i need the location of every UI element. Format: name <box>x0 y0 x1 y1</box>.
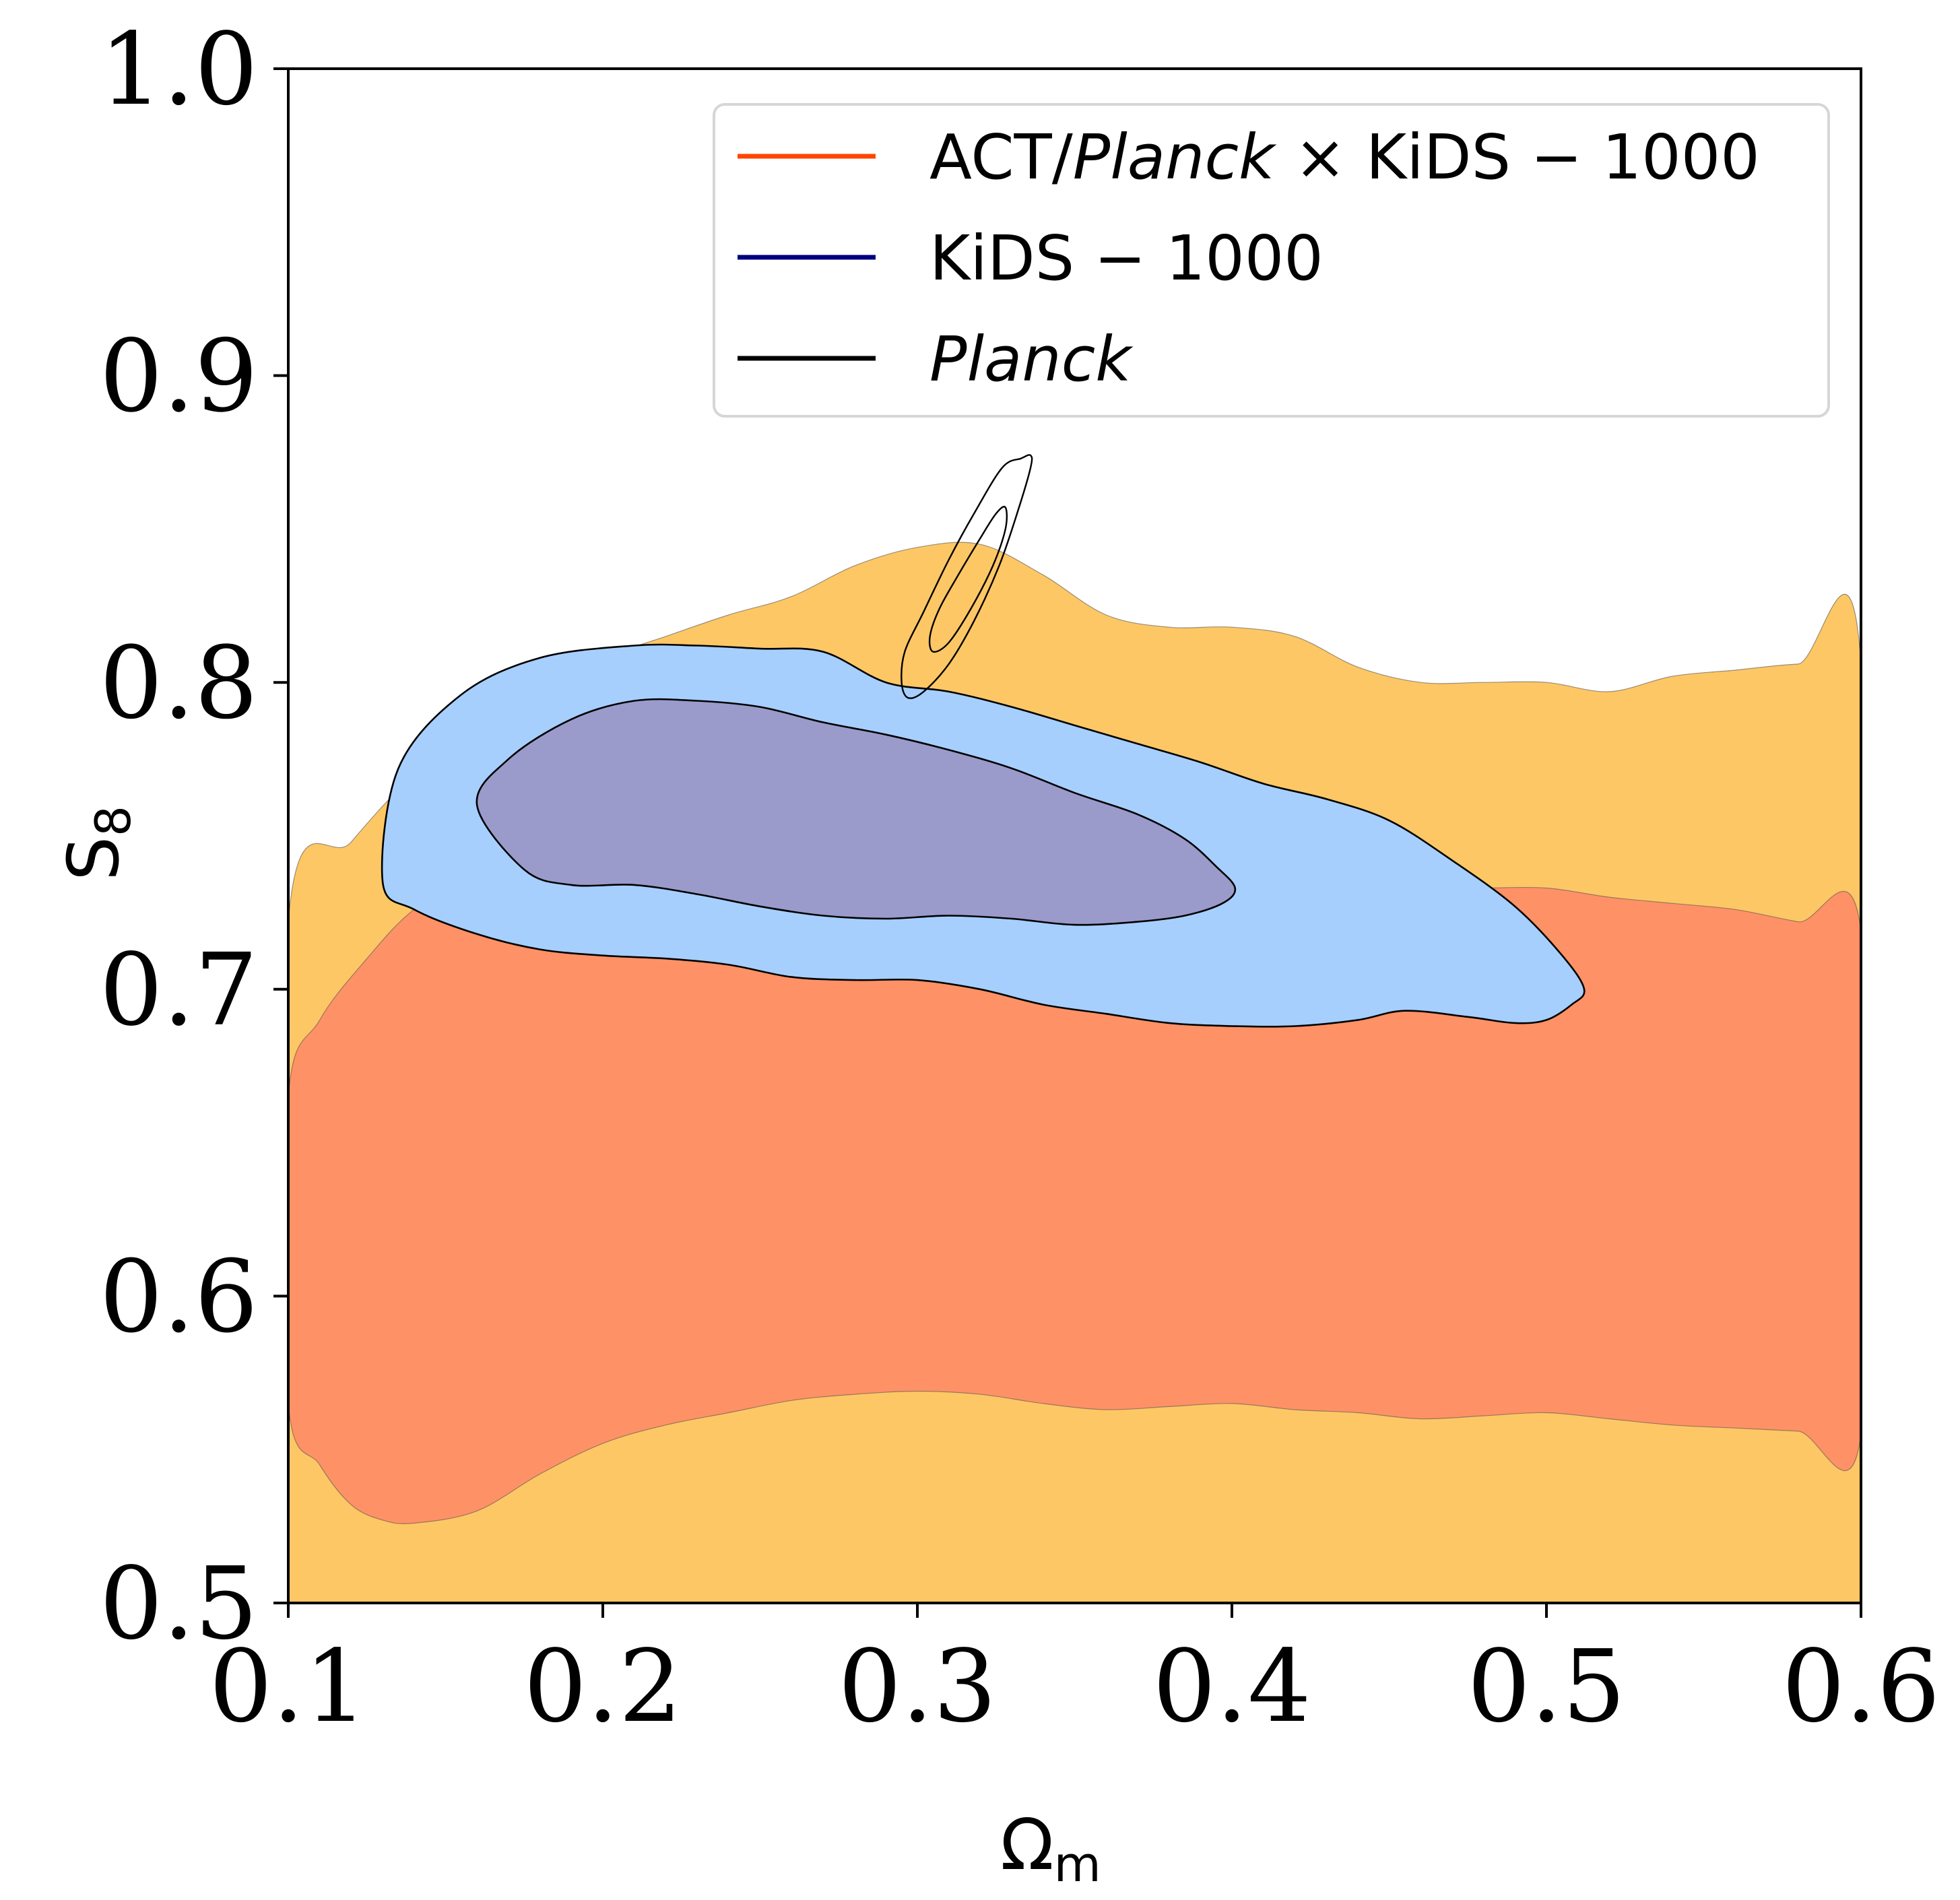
x-tick-label: 0.4 <box>1152 1629 1311 1744</box>
contours-layer <box>288 454 1861 1603</box>
y-axis-label-main: S <box>53 837 135 881</box>
y-tick-label: 0.5 <box>100 1546 258 1662</box>
legend: ACT/Planck × KiDS − 1000 KiDS − 1000 Planc… <box>713 103 1830 418</box>
legend-label: KiDS − 1000 <box>929 222 1324 294</box>
y-tick-label: 0.9 <box>100 319 258 434</box>
contour-planck-95pct <box>901 454 1033 699</box>
legend-label-part: ACT/ <box>929 121 1073 193</box>
legend-label-part: KiDS − 1000 <box>929 222 1324 294</box>
y-axis-label: S8 <box>53 806 141 881</box>
contour-kids-1000-68pct <box>476 698 1237 926</box>
y-tick-label: 0.8 <box>100 625 258 741</box>
y-axis-label-sub: 8 <box>85 806 141 837</box>
y-tick-label: 0.7 <box>100 932 258 1048</box>
x-tick-label: 0.2 <box>523 1629 682 1744</box>
plot-frame <box>287 67 1862 1604</box>
legend-label-part: Planck <box>1073 121 1277 193</box>
x-axis-label: Ωm <box>1000 1804 1101 1893</box>
y-tick-label: 0.6 <box>100 1239 258 1354</box>
x-tick-label: 0.6 <box>1782 1629 1940 1744</box>
legend-label-part: Planck <box>929 323 1134 395</box>
legend-frame <box>713 103 1830 418</box>
legend-label: Planck <box>929 323 1134 395</box>
x-tick-label: 0.1 <box>209 1629 367 1744</box>
legend-label: ACT/Planck × KiDS − 1000 <box>929 121 1760 193</box>
x-axis-label-sub: m <box>1054 1836 1101 1893</box>
contour-planck-68pct <box>928 506 1008 653</box>
x-tick-label: 0.5 <box>1467 1629 1625 1744</box>
x-axis-label-main: Ω <box>1000 1804 1053 1886</box>
ticks-layer: 0.1 0.2 0.3 0.4 0.5 0.6 0.5 0.6 0.7 0.8 0.9 1.0 <box>100 11 1940 1744</box>
legend-label-part: × KiDS − 1000 <box>1274 121 1759 193</box>
x-tick-label: 0.3 <box>838 1629 996 1744</box>
y-tick-label: 1.0 <box>100 11 258 127</box>
